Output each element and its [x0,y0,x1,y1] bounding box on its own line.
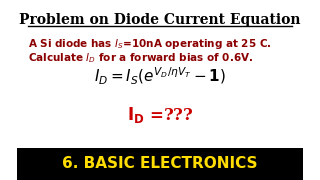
Text: A Si diode has $I_S$=10nA operating at 25 C.: A Si diode has $I_S$=10nA operating at 2… [28,37,272,51]
FancyBboxPatch shape [17,148,303,180]
Text: 6. BASIC ELECTRONICS: 6. BASIC ELECTRONICS [62,156,258,171]
Text: Problem on Diode Current Equation: Problem on Diode Current Equation [19,13,301,27]
Text: $\mathbf{I_D}$ =???: $\mathbf{I_D}$ =??? [127,105,193,125]
Text: Calculate $I_D$ for a forward bias of 0.6V.: Calculate $I_D$ for a forward bias of 0.… [28,51,253,65]
Text: $I_D = I_S \left( e^{V_D/\eta V_T} - \mathbf{1} \right)$: $I_D = I_S \left( e^{V_D/\eta V_T} - \ma… [94,66,226,87]
